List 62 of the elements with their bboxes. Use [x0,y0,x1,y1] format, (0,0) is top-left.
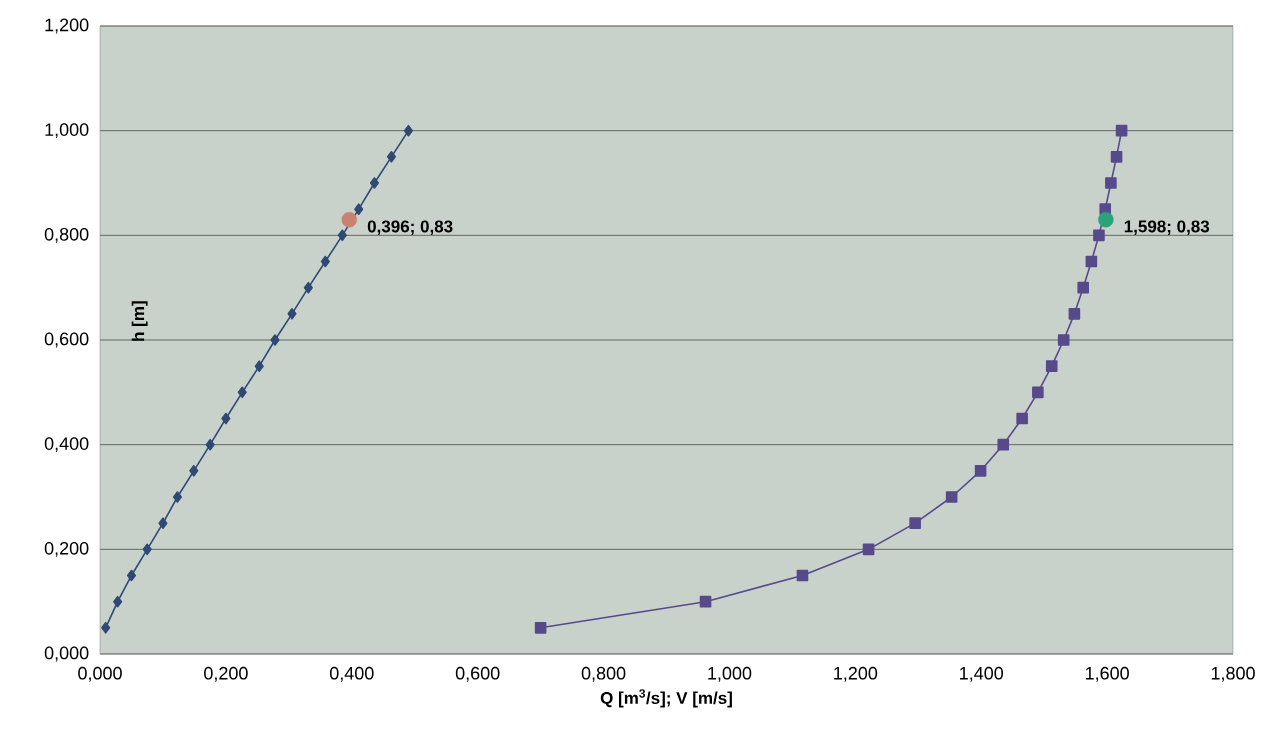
annotation: 1,598; 0,83 [1124,220,1210,235]
point [1110,151,1123,163]
point [997,438,1010,451]
point [1068,308,1081,320]
point [1077,281,1089,294]
point [534,622,547,634]
point [1016,412,1028,425]
y-axis-title: h [m] [131,301,148,341]
x-tick-label: 0,000 [78,666,122,682]
point [1057,334,1070,346]
x-tick-label: 0,600 [455,666,500,682]
point [403,124,413,137]
point [287,308,297,320]
point [101,622,111,634]
point [126,569,137,582]
point [1085,255,1098,268]
point [320,255,330,268]
x-tick-label: 1,800 [1211,666,1255,682]
x-tick-label: 1,600 [1085,666,1129,682]
point [862,543,875,556]
x-tick-label: 0,800 [581,666,626,682]
point [1105,177,1117,189]
point [974,465,987,477]
point [142,543,152,556]
point [354,203,364,215]
point [189,465,199,477]
point [158,517,168,529]
x-axis-title: Q [m$^{3}$/s]; V [m/s] [600,689,732,708]
point [113,595,123,608]
x-tick-label: 1,000 [708,666,752,682]
point [254,360,264,372]
point [205,438,215,451]
point [237,386,247,399]
point [1045,360,1058,372]
point [221,412,231,425]
y-tick-label: 0,400 [44,437,89,453]
x-tick-label: 0,200 [204,666,248,682]
x-tick-label: 0,400 [329,666,374,682]
point [341,211,357,228]
y-tick-label: 1,200 [45,18,89,34]
x-tick-label: 1,400 [960,666,1004,682]
y-tick-label: 0,000 [44,646,89,662]
point [1032,386,1044,399]
x-tick-label: 1,200 [834,666,878,682]
point [337,229,347,242]
point [796,569,809,582]
y-tick-label: 0,200 [44,541,89,557]
point [369,177,379,189]
y-tick-label: 0,600 [44,332,89,348]
point [945,491,958,503]
point [1093,229,1105,242]
point [303,281,313,294]
point [386,151,396,163]
y-tick-label: 1,000 [45,123,89,139]
point [270,334,280,346]
annotation: 0,396; 0,83 [367,220,453,235]
point [172,491,182,503]
point [1098,211,1114,228]
point [909,517,921,529]
point [699,595,712,608]
y-tick-label: 0,800 [44,227,89,243]
point [1115,124,1128,137]
